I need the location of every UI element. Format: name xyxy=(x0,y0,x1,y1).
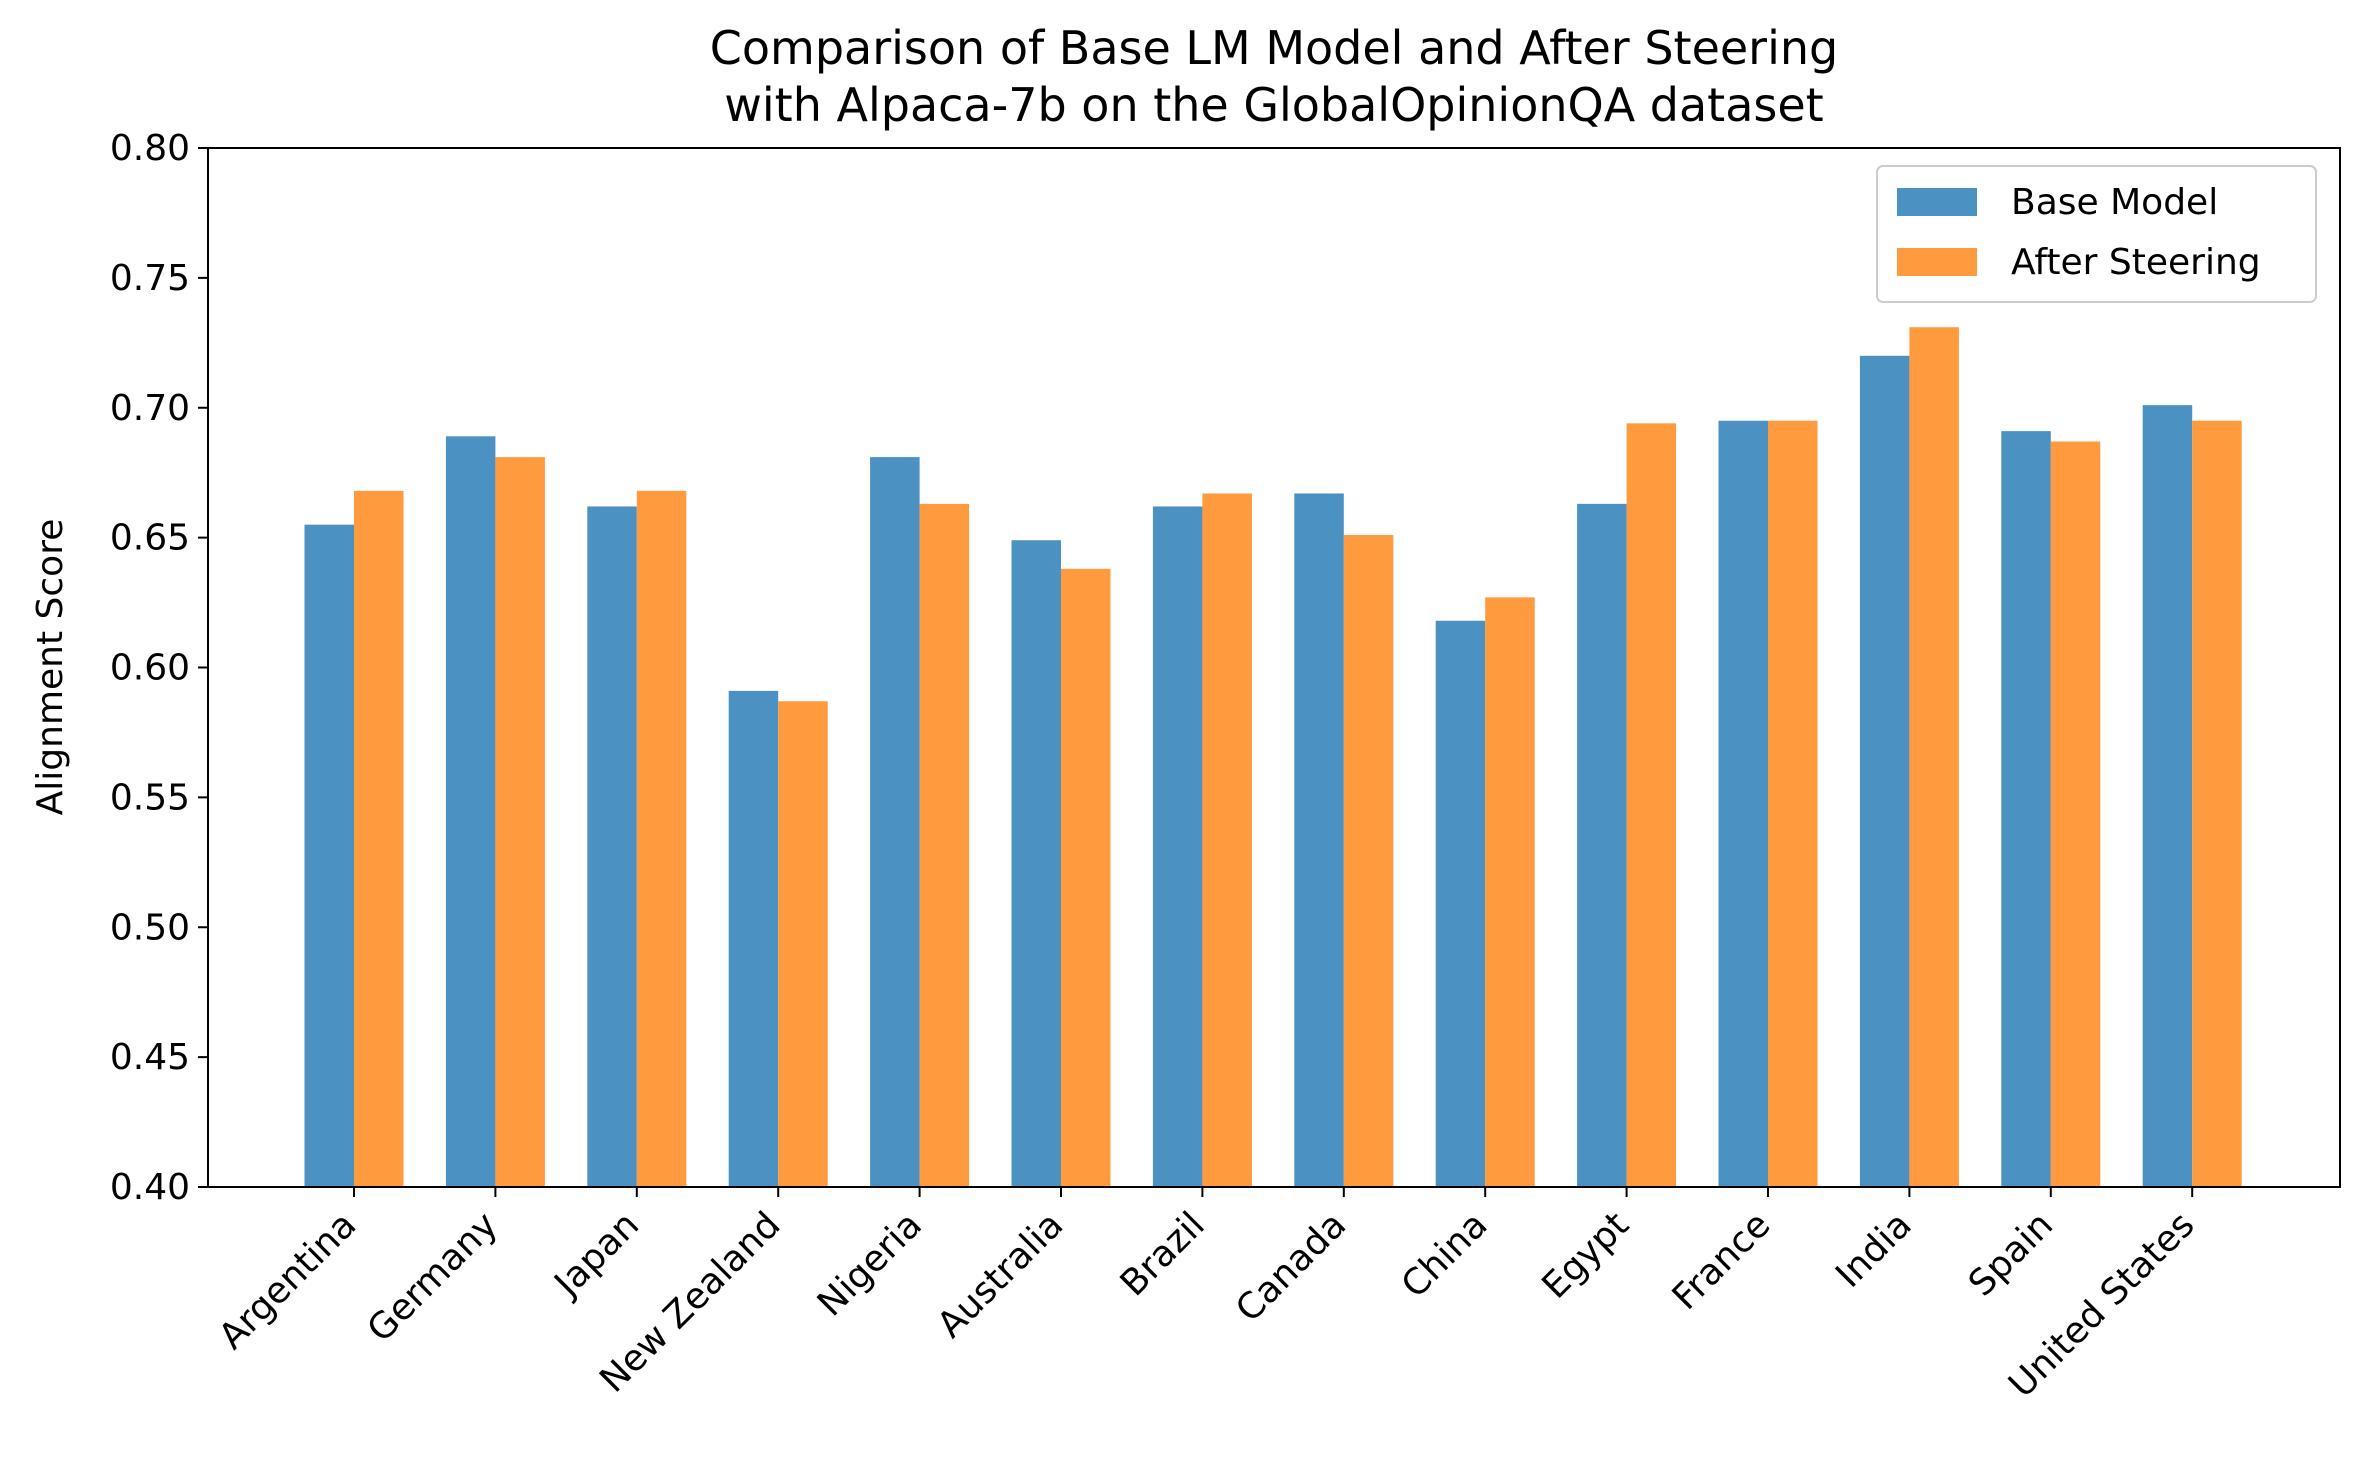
y-axis-label: Alignment Score xyxy=(30,519,71,816)
y-tick-label: 0.75 xyxy=(110,258,190,299)
x-tick-label: Argentina xyxy=(211,1204,364,1357)
chart-title: Comparison of Base LM Model and After St… xyxy=(710,21,1838,75)
y-tick-label: 0.70 xyxy=(110,388,190,429)
bar-base-model-new-zealand xyxy=(728,690,779,1187)
x-tick-label: India xyxy=(1828,1204,1919,1295)
bar-after-steering-nigeria xyxy=(919,503,970,1187)
bar-after-steering-australia xyxy=(1061,568,1111,1187)
bar-after-steering-japan xyxy=(636,490,687,1187)
bar-base-model-egypt xyxy=(1577,503,1627,1187)
bar-base-model-brazil xyxy=(1152,506,1203,1188)
bar-base-model-canada xyxy=(1294,493,1344,1187)
bars-layer xyxy=(304,327,2242,1188)
bar-base-model-nigeria xyxy=(870,457,920,1187)
x-tick-label: Canada xyxy=(1228,1204,1354,1330)
bar-base-model-france xyxy=(1718,420,1768,1187)
bar-after-steering-egypt xyxy=(1626,423,1677,1188)
bar-after-steering-spain xyxy=(2050,441,2101,1188)
bar-after-steering-france xyxy=(1768,420,1818,1187)
bar-after-steering-china xyxy=(1485,597,1535,1187)
legend: Base Model After Steering xyxy=(1876,165,2317,303)
bar-after-steering-brazil xyxy=(1202,493,1252,1187)
bar-after-steering-new-zealand xyxy=(778,701,828,1187)
legend-label: After Steering xyxy=(2011,242,2261,283)
bar-after-steering-india xyxy=(1909,327,1959,1187)
bar-after-steering-united-states xyxy=(2192,420,2242,1187)
bar-after-steering-canada xyxy=(1343,535,1394,1187)
x-tick-label: Australia xyxy=(930,1204,1072,1346)
bar-after-steering-germany xyxy=(495,457,545,1187)
y-tick-label: 0.45 xyxy=(110,1037,190,1078)
bar-base-model-india xyxy=(1859,355,1910,1187)
x-tick-label: Germany xyxy=(360,1204,506,1350)
y-axis: 0.40 0.45 0.50 0.55 0.60 0.65 0.70 0.75 0.80 xyxy=(110,128,208,1208)
bar-base-model-germany xyxy=(445,436,496,1187)
legend-frame xyxy=(1876,165,2317,303)
x-tick-label: Brazil xyxy=(1113,1204,1213,1304)
y-tick-label: 0.65 xyxy=(110,518,190,559)
x-tick-label: Japan xyxy=(546,1204,647,1305)
bar-after-steering-argentina xyxy=(354,490,404,1187)
bar-base-model-united-states xyxy=(2142,405,2193,1188)
y-tick-label: 0.60 xyxy=(110,648,190,689)
x-tick-label: China xyxy=(1394,1204,1496,1306)
chart-subtitle: with Alpaca-7b on the GlobalOpinionQA da… xyxy=(724,78,1823,132)
bar-base-model-australia xyxy=(1011,540,1061,1187)
y-tick-label: 0.40 xyxy=(110,1167,190,1208)
legend-swatch-base-model xyxy=(1897,188,1977,216)
bar-base-model-china xyxy=(1435,620,1486,1187)
legend-label: Base Model xyxy=(2011,182,2218,223)
x-tick-label: Nigeria xyxy=(810,1204,930,1324)
x-tick-label: France xyxy=(1665,1204,1779,1318)
y-tick-label: 0.80 xyxy=(110,128,190,169)
legend-swatch-after-steering xyxy=(1897,248,1977,276)
x-tick-label: Egypt xyxy=(1535,1204,1637,1306)
plot-frame xyxy=(207,147,2341,1188)
bar-base-model-spain xyxy=(2001,431,2051,1187)
x-tick-label: Spain xyxy=(1961,1204,2061,1304)
bar-base-model-japan xyxy=(587,506,637,1188)
y-tick-label: 0.50 xyxy=(110,907,190,948)
bar-base-model-argentina xyxy=(304,524,354,1187)
y-tick-label: 0.55 xyxy=(110,777,190,818)
